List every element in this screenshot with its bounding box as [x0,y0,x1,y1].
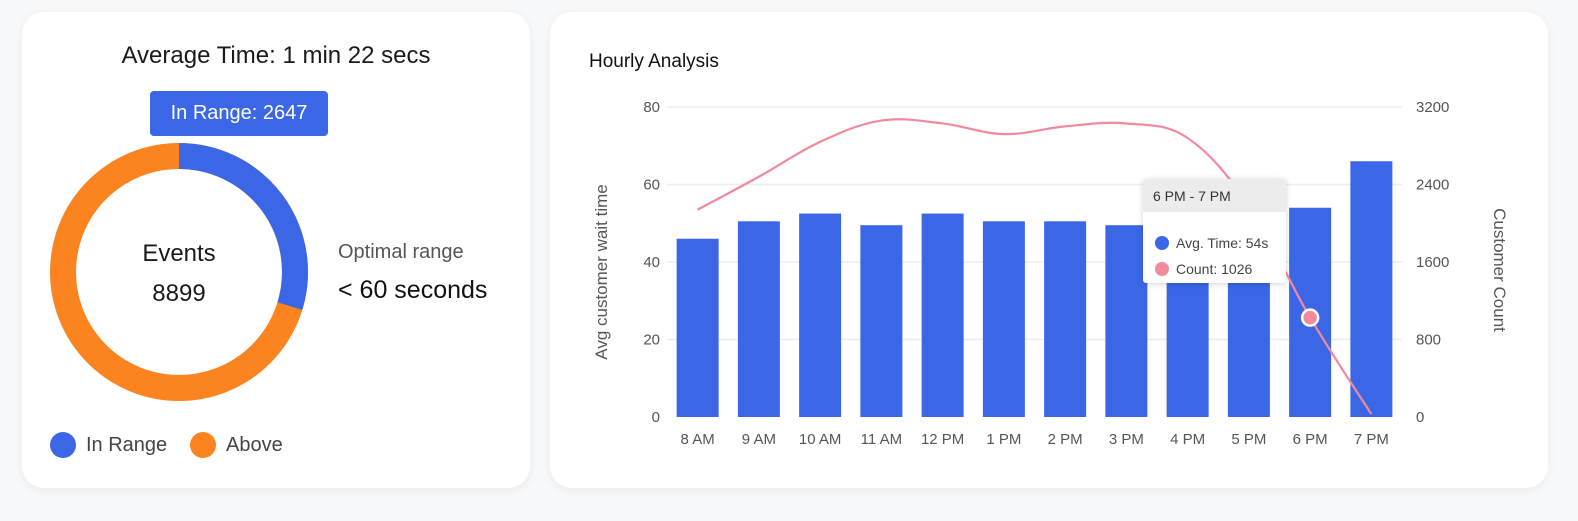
x-tick-label: 9 AM [742,431,776,448]
donut-center-value: 8899 [152,280,206,307]
bar-12-pm[interactable] [921,213,964,417]
bar-4-pm[interactable] [1166,262,1209,417]
optimal-range-label: Optimal range [338,241,464,263]
tooltip-count: Count: 1026 [1176,261,1253,277]
chart-title: Hourly Analysis [589,51,719,72]
bar-9-am[interactable] [737,221,780,417]
y2-axis-title: Customer Count [1490,208,1509,332]
in-range-tooltip: In Range: 2647 [150,91,328,136]
x-tick-label: 6 PM [1293,431,1328,448]
bar-2-pm[interactable] [1044,221,1087,417]
legend-label-above: Above [226,433,283,456]
y2-tick-label: 1600 [1416,254,1449,271]
y2-tick-label: 800 [1416,332,1441,349]
legend-item-above[interactable]: Above [190,432,283,458]
x-tick-label: 12 PM [921,431,964,448]
bar-11-am[interactable] [860,225,903,417]
summary-card: Average Time: 1 min 22 secs In Range: 26… [22,12,530,488]
y2-tick-label: 2400 [1416,177,1449,194]
tooltip-row-avg-time: Avg. Time: 54s [1155,235,1268,251]
legend-dot-above [190,432,216,458]
y-tick-label: 0 [652,409,660,426]
x-tick-label: 2 PM [1048,431,1083,448]
x-tick-label: 1 PM [986,431,1021,448]
average-time-title: Average Time: 1 min 22 secs [121,42,431,69]
x-tick-label: 8 AM [681,431,715,448]
bar-3-pm[interactable] [1105,225,1148,417]
hourly-chart: 80 3200 60 2400 40 1600 20 800 0 0 8 AM 9 AM 10 AM 11… [592,99,1509,448]
bar-1-pm[interactable] [982,221,1025,417]
optimal-range-value: < 60 seconds [338,276,488,304]
donut-slice-in-range[interactable] [178,143,308,310]
x-tick-label: 10 AM [799,431,842,448]
bar-8-am[interactable] [676,238,719,417]
x-tick-label: 7 PM [1354,431,1389,448]
legend-item-in-range[interactable]: In Range [50,432,167,458]
bar-5-pm[interactable] [1227,269,1270,417]
hover-tooltip: 6 PM - 7 PM Avg. Time: 54s Count: 1026 [1143,179,1286,283]
hourly-analysis-card: Hourly Analysis 80 3200 60 2400 40 1600 20 800 0… [550,12,1548,488]
y-tick-label: 20 [643,332,660,349]
bar-10-am[interactable] [799,213,842,417]
x-tick-label: 5 PM [1231,431,1266,448]
y-tick-label: 60 [643,177,660,194]
tooltip-dot-avg-time [1155,236,1169,250]
y-tick-label: 40 [643,254,660,271]
legend-label-in-range: In Range [86,433,168,456]
hover-point-marker[interactable] [1300,308,1320,327]
tooltip-dot-count [1155,262,1169,276]
tooltip-row-count: Count: 1026 [1155,261,1252,277]
donut-chart [50,143,308,401]
x-tick-label: 11 AM [861,431,902,448]
y-axis-title: Avg customer wait time [592,184,611,359]
legend-dot-in-range [50,432,76,458]
bar-7-pm[interactable] [1350,161,1393,417]
tooltip-avg-time: Avg. Time: 54s [1176,235,1269,251]
donut-center-title: Events [142,240,216,267]
x-tick-label: 4 PM [1170,431,1205,448]
x-tick-label: 3 PM [1109,431,1144,448]
tooltip-title: 6 PM - 7 PM [1143,179,1286,212]
y2-tick-label: 0 [1416,409,1424,426]
y2-tick-label: 3200 [1416,99,1449,116]
y-tick-label: 80 [643,99,660,116]
